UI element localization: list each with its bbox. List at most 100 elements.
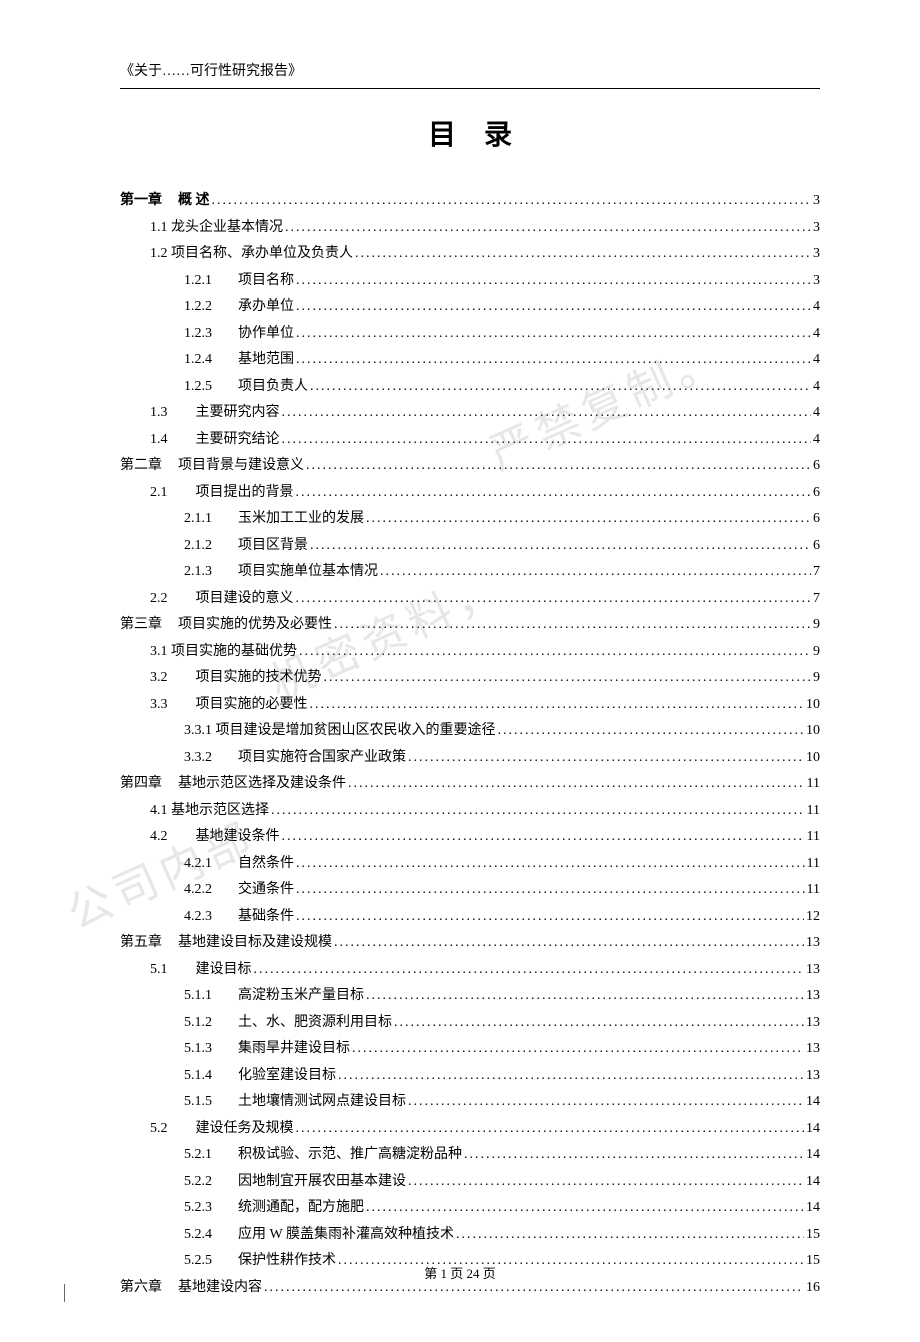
toc-entry-label: 3.3 项目实施的必要性	[150, 693, 308, 718]
toc-entry-text: 高淀粉玉米产量目标	[238, 988, 364, 1003]
toc-title: 目录	[120, 113, 820, 153]
toc-entry-number: 第二章	[120, 454, 178, 479]
toc-entry-label: 1.2.4基地范围	[184, 348, 294, 373]
toc-row: 4.2.3基础条件...............................…	[120, 905, 820, 930]
toc-entry-number: 第四章	[120, 772, 178, 797]
toc-leader-dots: ........................................…	[408, 1170, 804, 1195]
toc-row: 2.1.3项目实施单位基本情况.........................…	[120, 560, 820, 585]
toc-row: 第三章项目实施的优势及必要性..........................…	[120, 613, 820, 638]
toc-row: 5.2 建设任务及规模.............................…	[120, 1117, 820, 1142]
toc-entry-text: 项目提出的背景	[192, 485, 294, 500]
toc-entry-text: 承办单位	[238, 299, 294, 314]
toc-entry-number: 3.3	[150, 693, 192, 718]
toc-leader-dots: ........................................…	[254, 958, 805, 983]
toc-leader-dots: ........................................…	[310, 693, 805, 718]
toc-entry-number: 5.2.2	[184, 1170, 238, 1195]
toc-entry-number: 5.1	[150, 958, 192, 983]
toc-entry-text: 基地示范区选择及建设条件	[178, 776, 346, 791]
toc-leader-dots: ........................................…	[394, 1011, 804, 1036]
toc-page-number: 4	[813, 401, 820, 426]
toc-entry-label: 5.2.3统测通配，配方施肥	[184, 1196, 364, 1221]
toc-entry-label: 1.3 主要研究内容	[150, 401, 280, 426]
toc-page-number: 11	[807, 799, 820, 824]
toc-page-number: 15	[806, 1223, 820, 1248]
toc-leader-dots: ........................................…	[282, 428, 812, 453]
toc-entry-label: 1.1 龙头企业基本情况	[150, 216, 283, 241]
toc-leader-dots: ........................................…	[296, 878, 805, 903]
toc-page-number: 4	[813, 375, 820, 400]
toc-entry-number: 1.2.5	[184, 375, 238, 400]
toc-entry-label: 1.4 主要研究结论	[150, 428, 280, 453]
toc-row: 4.2.2交通条件...............................…	[120, 878, 820, 903]
toc-row: 1.2.2承办单位...............................…	[120, 295, 820, 320]
toc-leader-dots: ........................................…	[408, 1090, 804, 1115]
toc-row: 2.1 项目提出的背景.............................…	[120, 481, 820, 506]
toc-page-number: 13	[806, 1037, 820, 1062]
toc-entry-label: 第三章项目实施的优势及必要性	[120, 613, 332, 638]
toc-entry-label: 3.3.2项目实施符合国家产业政策	[184, 746, 406, 771]
toc-entry-text: 协作单位	[238, 326, 294, 341]
toc-entry-label: 1.2.2承办单位	[184, 295, 294, 320]
toc-entry-label: 5.1.1高淀粉玉米产量目标	[184, 984, 364, 1009]
toc-page-number: 14	[806, 1090, 820, 1115]
toc-leader-dots: ........................................…	[352, 1037, 804, 1062]
toc-page-number: 3	[813, 216, 820, 241]
toc-row: 1.2.4基地范围...............................…	[120, 348, 820, 373]
toc-entry-number: 2.1.1	[184, 507, 238, 532]
toc-entry-text: 项目建设的意义	[192, 591, 294, 606]
toc-leader-dots: ........................................…	[324, 666, 812, 691]
toc-entry-label: 1.2 项目名称、承办单位及负责人	[150, 242, 353, 267]
toc-row: 5.2.3统测通配，配方施肥..........................…	[120, 1196, 820, 1221]
toc-entry-label: 4.2 基地建设条件	[150, 825, 280, 850]
toc-entry-label: 第五章基地建设目标及建设规模	[120, 931, 332, 956]
toc-entry-label: 5.2 建设任务及规模	[150, 1117, 294, 1142]
toc-entry-text: 建设任务及规模	[192, 1121, 294, 1136]
toc-page-number: 13	[806, 984, 820, 1009]
toc-entry-text: 统测通配，配方施肥	[238, 1200, 364, 1215]
toc-page-number: 11	[807, 852, 820, 877]
toc-page-number: 3	[813, 242, 820, 267]
toc-leader-dots: ........................................…	[310, 375, 811, 400]
toc-entry-label: 3.3.1 项目建设是增加贫困山区农民收入的重要途径	[184, 719, 496, 744]
toc-entry-number: 1.2.1	[184, 269, 238, 294]
toc-leader-dots: ........................................…	[408, 746, 804, 771]
toc-entry-text: 项目名称	[238, 273, 294, 288]
toc-page-number: 7	[813, 560, 820, 585]
toc-leader-dots: ........................................…	[282, 401, 812, 426]
toc-row: 3.3.2项目实施符合国家产业政策.......................…	[120, 746, 820, 771]
toc-entry-label: 4.2.2交通条件	[184, 878, 294, 903]
toc-entry-label: 第一章概 述	[120, 189, 210, 214]
toc-entry-number: 1.2.2	[184, 295, 238, 320]
toc-entry-label: 5.1.2土、水、肥资源利用目标	[184, 1011, 392, 1036]
toc-page-number: 10	[806, 693, 820, 718]
toc-entry-text: 基础条件	[238, 909, 294, 924]
toc-row: 3.2 项目实施的技术优势...........................…	[120, 666, 820, 691]
toc-row: 1.2.1项目名称...............................…	[120, 269, 820, 294]
toc-entry-text: 项目区背景	[238, 538, 308, 553]
toc-entry-text: 项目实施符合国家产业政策	[238, 750, 406, 765]
toc-entry-label: 第二章项目背景与建设意义	[120, 454, 304, 479]
toc-leader-dots: ........................................…	[296, 481, 812, 506]
toc-entry-number: 4.2	[150, 825, 192, 850]
toc-row: 1.2.5项目负责人..............................…	[120, 375, 820, 400]
toc-entry-label: 3.1 项目实施的基础优势	[150, 640, 297, 665]
toc-entry-number: 4.2.1	[184, 852, 238, 877]
toc-page-number: 9	[813, 613, 820, 638]
toc-leader-dots: ........................................…	[380, 560, 811, 585]
toc-leader-dots: ........................................…	[366, 1196, 804, 1221]
toc-row: 第五章基地建设目标及建设规模..........................…	[120, 931, 820, 956]
toc-leader-dots: ........................................…	[464, 1143, 804, 1168]
toc-entry-label: 4.1 基地示范区选择	[150, 799, 269, 824]
toc-page-number: 7	[813, 587, 820, 612]
toc-row: 1.2 项目名称、承办单位及负责人.......................…	[120, 242, 820, 267]
page-header: 《关于……可行性研究报告》	[120, 60, 820, 89]
toc-entry-text: 集雨旱井建设目标	[238, 1041, 350, 1056]
toc-entry-text: 基地建设条件	[192, 829, 280, 844]
toc-entry-text: 项目实施单位基本情况	[238, 564, 378, 579]
toc-entry-text: 基地建设目标及建设规模	[178, 935, 332, 950]
toc-entry-number: 第五章	[120, 931, 178, 956]
toc-entry-label: 5.2.4应用 W 膜盖集雨补灌高效种植技术	[184, 1223, 454, 1248]
toc-leader-dots: ........................................…	[306, 454, 811, 479]
toc-page-number: 10	[806, 719, 820, 744]
toc-row: 1.2.3协作单位...............................…	[120, 322, 820, 347]
